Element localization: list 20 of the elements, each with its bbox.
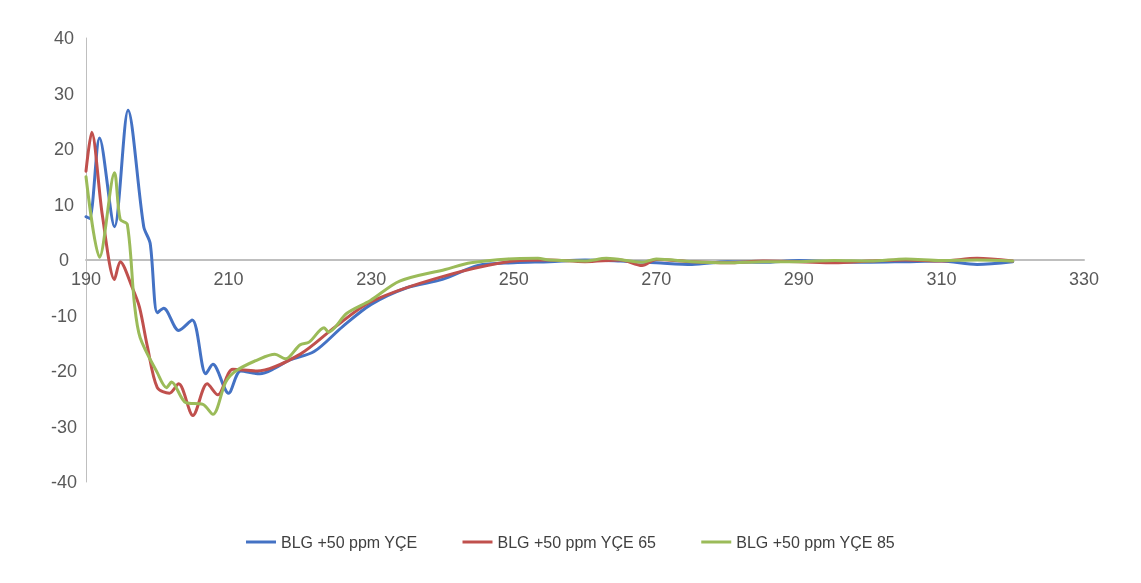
y-tick-label: -40 — [50, 472, 78, 492]
x-tick-label: 290 — [783, 269, 814, 289]
y-tick-label: 40 — [53, 28, 75, 48]
y-tick-label: -30 — [50, 416, 78, 437]
y-tick-label: -20 — [50, 361, 78, 381]
x-tick-label: 210 — [213, 269, 244, 289]
y-tick-label: 0 — [58, 250, 70, 270]
x-tick-label: 310 — [926, 269, 957, 289]
x-tick-label: 270 — [641, 269, 672, 289]
legend-label: BLG +50 ppm YÇE 65 — [497, 533, 657, 551]
legend-label: BLG +50 ppm YÇE 85 — [736, 533, 895, 551]
x-tick-label: 230 — [356, 269, 387, 289]
x-tick-label: 330 — [1068, 269, 1100, 289]
y-tick-label: 20 — [53, 139, 75, 159]
y-tick-label: 30 — [53, 83, 75, 104]
y-tick-label: 10 — [53, 194, 75, 215]
x-tick-label: 190 — [70, 269, 102, 289]
legend-label: BLG +50 ppm YÇE — [280, 533, 418, 551]
x-tick-label: 250 — [498, 269, 529, 289]
y-tick-label: -10 — [50, 305, 78, 326]
